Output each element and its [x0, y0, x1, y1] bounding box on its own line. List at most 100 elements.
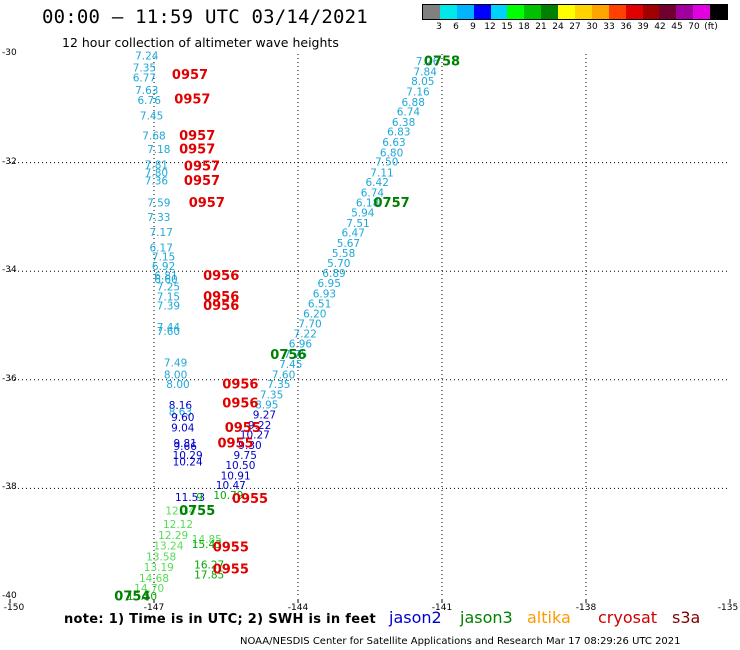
swh-reading: 7.39 — [157, 300, 180, 312]
legend-swatch — [423, 5, 440, 19]
legend-tick-label: 18 — [518, 22, 530, 32]
legend-swatch — [575, 5, 592, 19]
swh-reading: 5.94 — [351, 208, 375, 220]
swh-reading: 6.42 — [366, 177, 389, 189]
swh-reading: 9.66 — [174, 441, 198, 453]
pass-time-label: 0955 — [213, 541, 249, 556]
swh-reading: 6.88 — [402, 97, 425, 109]
swh-reading: 10.47 — [216, 480, 246, 492]
swh-reading: 9.81 — [174, 438, 197, 450]
satellite-label-jason2: jason2 — [389, 608, 442, 627]
satellite-label-s3a: s3a — [672, 608, 701, 627]
swh-reading: 10.50 — [225, 460, 255, 472]
swh-reading: 7.49 — [164, 358, 187, 370]
swh-reading: 12.12 — [163, 519, 193, 531]
swh-reading: 6.17 — [150, 242, 173, 254]
swh-reading: 14.68 — [139, 573, 169, 585]
swh-reading: 8.00 — [164, 369, 187, 381]
swh-reading: 6.92 — [152, 261, 175, 273]
legend-tick-label: 21 — [535, 22, 547, 32]
swh-reading: 9.27 — [253, 410, 276, 422]
legend-swatch — [439, 5, 457, 19]
satellite-label-jason3: jason3 — [460, 608, 513, 627]
swh-reading: 7.84 — [414, 66, 438, 78]
y-tick-label: -30 — [2, 48, 17, 58]
swh-reading: 6.96 — [289, 339, 313, 351]
swh-reading: 7.51 — [346, 218, 369, 230]
swh-reading: 14.85 — [192, 534, 222, 546]
swh-reading: 9.04 — [171, 423, 195, 435]
swh-reading: 13.24 — [153, 541, 183, 553]
legend-swatch — [591, 5, 609, 19]
y-tick-label: -38 — [2, 482, 17, 493]
swh-reading: 7.17 — [150, 227, 173, 239]
swh-reading: 10.27 — [240, 430, 270, 442]
pass-time-label: 0754 — [114, 590, 150, 605]
x-tick-label: -144 — [287, 603, 309, 613]
legend-swatch — [625, 5, 643, 19]
legend-swatch — [558, 5, 576, 19]
legend-tick-label: 24 — [552, 22, 564, 32]
legend-swatch — [693, 5, 711, 19]
swh-reading: 8.05 — [411, 76, 434, 88]
pass-time-label: 0956 — [222, 397, 258, 412]
footer-credit: NOAA/NESDIS Center for Satellite Applica… — [240, 636, 681, 647]
legend-tick-label: 42 — [654, 22, 666, 32]
swh-reading: 7.25 — [157, 281, 180, 293]
legend-tick-label: 36 — [620, 22, 632, 32]
legend-tick-label: 12 — [484, 22, 496, 32]
swh-reading: 6.74 — [361, 188, 385, 200]
y-tick-label: -36 — [2, 373, 17, 384]
swh-reading: 7.11 — [370, 167, 393, 179]
legend-swatch — [473, 5, 491, 19]
swh-reading: 8.63 — [169, 406, 192, 418]
legend-swatch — [710, 5, 728, 19]
swh-reading: 7.70 — [298, 318, 321, 330]
pass-time-label: 0955 — [225, 421, 261, 436]
legend-tick-label: 27 — [569, 22, 581, 32]
pass-time-label: 0957 — [184, 159, 220, 174]
footer-note: note: 1) Time is in UTC; 2) SWH is in fe… — [64, 612, 376, 627]
swh-reading: 7.75 — [284, 349, 307, 361]
pass-time-label: 0757 — [374, 196, 410, 211]
swh-reading: 5.67 — [337, 238, 360, 250]
swh-reading: 7.26 — [416, 56, 440, 68]
swh-reading: 7.44 — [157, 322, 181, 334]
swh-reading: 10.24 — [173, 456, 203, 468]
pass-time-label: 0955 — [232, 492, 268, 507]
swh-reading: 6.83 — [387, 127, 410, 139]
swh-reading: 13.19 — [144, 562, 174, 574]
satellite-label-altika: altika — [527, 608, 571, 627]
legend-swatch — [524, 5, 542, 19]
pass-time-label: 0957 — [172, 68, 208, 83]
swh-reading: 5.58 — [332, 248, 355, 260]
x-tick-label: -147 — [143, 603, 165, 613]
color-scale-labels: 3 6 9 12 15 18 21 24 27 30 33 36 39 42 45 70 (ft) — [422, 22, 728, 34]
satellite-label-cryosat: cryosat — [598, 608, 658, 627]
swh-reading: 9.60 — [171, 412, 194, 424]
legend-swatch — [659, 5, 677, 19]
swh-reading: 10.91 — [221, 470, 251, 482]
y-tick-label: -32 — [2, 156, 17, 167]
swh-reading: 7.45 — [279, 359, 302, 371]
swh-reading: 6.80 — [380, 147, 403, 159]
swh-reading: 7.50 — [375, 157, 398, 169]
swh-reading: 7.68 — [142, 131, 165, 143]
pass-time-label: 0957 — [179, 129, 215, 144]
pass-time-label: 0756 — [270, 348, 306, 363]
pass-time-label: 0957 — [174, 93, 210, 108]
pass-time-label: 0955 — [218, 436, 254, 451]
legend-swatch — [608, 5, 626, 19]
swh-reading: 7.36 — [145, 176, 169, 188]
pass-time-label: 0955 — [213, 562, 249, 577]
pass-time-label: 0755 — [179, 504, 215, 519]
swh-reading: 14.70 — [134, 583, 164, 595]
swh-reading: 6.38 — [392, 117, 415, 129]
pass-time-label: 0956 — [222, 378, 258, 393]
swh-reading: 10.29 — [173, 450, 203, 462]
swh-reading: 6.47 — [342, 228, 365, 240]
swh-reading: 17.85 — [194, 569, 224, 581]
swh-reading: 9.22 — [248, 420, 271, 432]
swh-reading: 7.63 — [135, 85, 158, 97]
